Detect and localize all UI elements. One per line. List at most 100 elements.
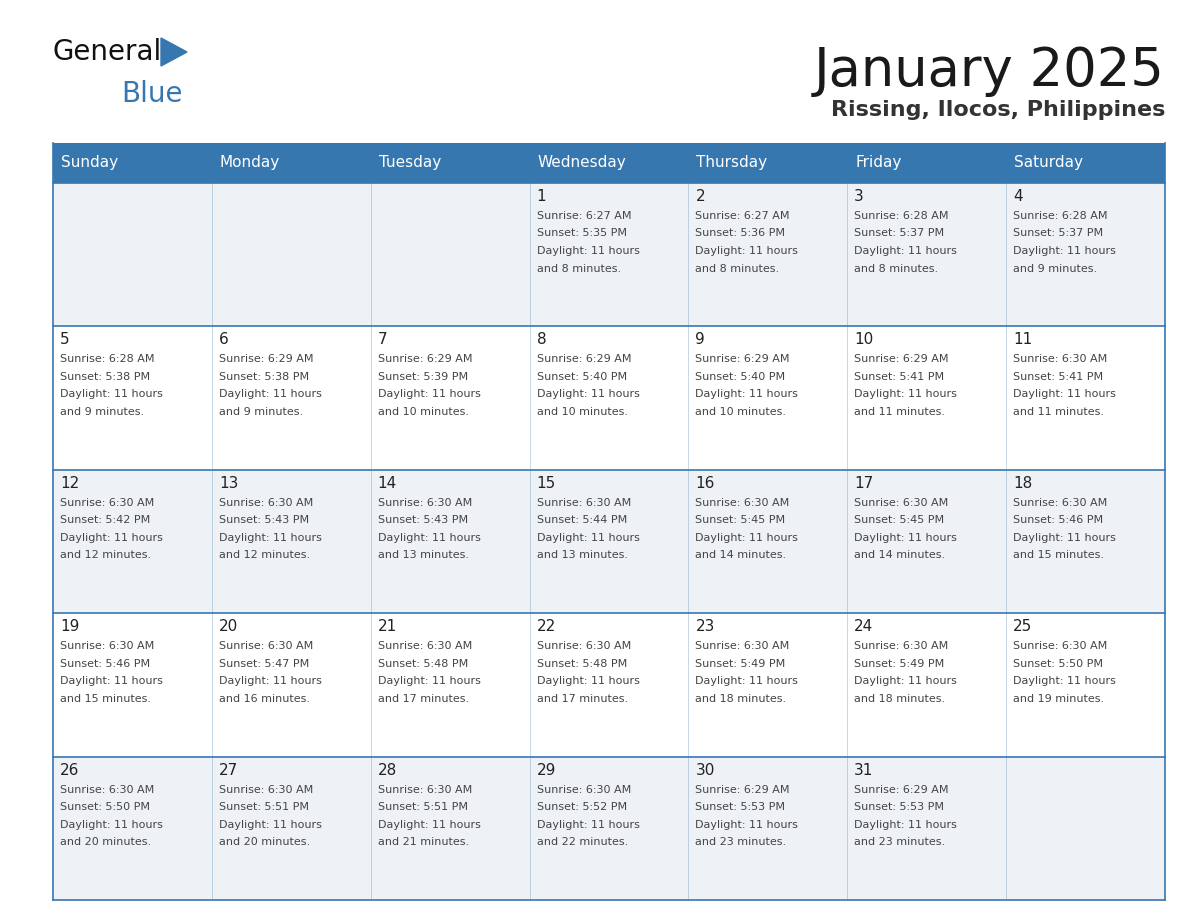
Text: Sunrise: 6:30 AM: Sunrise: 6:30 AM: [378, 785, 472, 795]
Text: Sunrise: 6:30 AM: Sunrise: 6:30 AM: [378, 498, 472, 508]
Text: 30: 30: [695, 763, 715, 778]
Text: Daylight: 11 hours: Daylight: 11 hours: [854, 820, 958, 830]
Text: Sunset: 5:40 PM: Sunset: 5:40 PM: [537, 372, 627, 382]
Text: and 9 minutes.: and 9 minutes.: [1013, 263, 1098, 274]
Text: and 11 minutes.: and 11 minutes.: [854, 407, 946, 417]
Text: Tuesday: Tuesday: [379, 155, 441, 171]
Text: and 8 minutes.: and 8 minutes.: [695, 263, 779, 274]
Text: Sunset: 5:47 PM: Sunset: 5:47 PM: [219, 659, 309, 668]
Text: Sunrise: 6:29 AM: Sunrise: 6:29 AM: [219, 354, 314, 364]
Text: Daylight: 11 hours: Daylight: 11 hours: [61, 677, 163, 686]
Text: 18: 18: [1013, 476, 1032, 491]
Text: and 8 minutes.: and 8 minutes.: [854, 263, 939, 274]
Text: and 8 minutes.: and 8 minutes.: [537, 263, 620, 274]
Text: and 14 minutes.: and 14 minutes.: [854, 550, 946, 560]
Text: Saturday: Saturday: [1015, 155, 1083, 171]
Text: Thursday: Thursday: [696, 155, 767, 171]
Text: Daylight: 11 hours: Daylight: 11 hours: [1013, 677, 1116, 686]
Text: Sunrise: 6:30 AM: Sunrise: 6:30 AM: [219, 785, 314, 795]
Text: Daylight: 11 hours: Daylight: 11 hours: [537, 677, 639, 686]
Text: and 14 minutes.: and 14 minutes.: [695, 550, 786, 560]
Text: 15: 15: [537, 476, 556, 491]
Text: 3: 3: [854, 189, 864, 204]
Text: Sunrise: 6:30 AM: Sunrise: 6:30 AM: [1013, 498, 1107, 508]
Text: and 10 minutes.: and 10 minutes.: [378, 407, 469, 417]
Text: 16: 16: [695, 476, 715, 491]
Bar: [53, 183, 1165, 327]
Text: and 9 minutes.: and 9 minutes.: [219, 407, 303, 417]
Text: and 17 minutes.: and 17 minutes.: [537, 694, 627, 704]
Text: Sunset: 5:41 PM: Sunset: 5:41 PM: [854, 372, 944, 382]
Text: Sunset: 5:46 PM: Sunset: 5:46 PM: [61, 659, 150, 668]
Text: and 15 minutes.: and 15 minutes.: [61, 694, 151, 704]
Text: Daylight: 11 hours: Daylight: 11 hours: [695, 677, 798, 686]
Text: and 19 minutes.: and 19 minutes.: [1013, 694, 1105, 704]
Text: 1: 1: [537, 189, 546, 204]
Text: Sunset: 5:42 PM: Sunset: 5:42 PM: [61, 515, 150, 525]
Text: 7: 7: [378, 332, 387, 347]
Text: Daylight: 11 hours: Daylight: 11 hours: [695, 532, 798, 543]
Text: and 21 minutes.: and 21 minutes.: [378, 837, 469, 847]
Text: Sunset: 5:43 PM: Sunset: 5:43 PM: [378, 515, 468, 525]
Text: Sunrise: 6:30 AM: Sunrise: 6:30 AM: [219, 641, 314, 651]
Text: Sunrise: 6:30 AM: Sunrise: 6:30 AM: [537, 641, 631, 651]
Text: and 22 minutes.: and 22 minutes.: [537, 837, 627, 847]
Text: Sunset: 5:43 PM: Sunset: 5:43 PM: [219, 515, 309, 525]
Text: Daylight: 11 hours: Daylight: 11 hours: [537, 389, 639, 399]
Text: Sunrise: 6:30 AM: Sunrise: 6:30 AM: [1013, 641, 1107, 651]
Text: 27: 27: [219, 763, 238, 778]
Text: General: General: [53, 38, 163, 66]
Text: and 20 minutes.: and 20 minutes.: [61, 837, 151, 847]
Text: and 12 minutes.: and 12 minutes.: [61, 550, 151, 560]
Text: Sunset: 5:35 PM: Sunset: 5:35 PM: [537, 229, 626, 239]
Text: Friday: Friday: [855, 155, 902, 171]
Text: Sunset: 5:45 PM: Sunset: 5:45 PM: [695, 515, 785, 525]
Text: Sunset: 5:40 PM: Sunset: 5:40 PM: [695, 372, 785, 382]
Text: 8: 8: [537, 332, 546, 347]
Text: Daylight: 11 hours: Daylight: 11 hours: [854, 246, 958, 256]
Text: 31: 31: [854, 763, 873, 778]
Text: Daylight: 11 hours: Daylight: 11 hours: [854, 532, 958, 543]
Text: Sunset: 5:41 PM: Sunset: 5:41 PM: [1013, 372, 1104, 382]
Text: and 16 minutes.: and 16 minutes.: [219, 694, 310, 704]
Text: Sunset: 5:52 PM: Sunset: 5:52 PM: [537, 802, 627, 812]
Text: 4: 4: [1013, 189, 1023, 204]
Text: 21: 21: [378, 620, 397, 634]
Text: Daylight: 11 hours: Daylight: 11 hours: [695, 389, 798, 399]
Text: 6: 6: [219, 332, 228, 347]
Text: Daylight: 11 hours: Daylight: 11 hours: [61, 532, 163, 543]
Text: 14: 14: [378, 476, 397, 491]
Text: Daylight: 11 hours: Daylight: 11 hours: [219, 532, 322, 543]
Text: Sunset: 5:50 PM: Sunset: 5:50 PM: [61, 802, 150, 812]
Text: and 9 minutes.: and 9 minutes.: [61, 407, 144, 417]
Text: Sunset: 5:50 PM: Sunset: 5:50 PM: [1013, 659, 1104, 668]
Text: Sunrise: 6:29 AM: Sunrise: 6:29 AM: [854, 354, 949, 364]
Text: and 18 minutes.: and 18 minutes.: [854, 694, 946, 704]
Text: 17: 17: [854, 476, 873, 491]
Text: Sunset: 5:49 PM: Sunset: 5:49 PM: [854, 659, 944, 668]
Text: Sunset: 5:38 PM: Sunset: 5:38 PM: [61, 372, 150, 382]
Text: Sunrise: 6:28 AM: Sunrise: 6:28 AM: [1013, 211, 1107, 221]
Text: and 10 minutes.: and 10 minutes.: [537, 407, 627, 417]
Text: and 17 minutes.: and 17 minutes.: [378, 694, 469, 704]
Text: Sunrise: 6:29 AM: Sunrise: 6:29 AM: [537, 354, 631, 364]
Text: Daylight: 11 hours: Daylight: 11 hours: [695, 820, 798, 830]
Text: Sunset: 5:48 PM: Sunset: 5:48 PM: [537, 659, 627, 668]
Text: Sunrise: 6:29 AM: Sunrise: 6:29 AM: [695, 354, 790, 364]
Text: 10: 10: [854, 332, 873, 347]
Text: Blue: Blue: [121, 80, 183, 108]
Text: Sunset: 5:39 PM: Sunset: 5:39 PM: [378, 372, 468, 382]
Text: 29: 29: [537, 763, 556, 778]
Text: and 20 minutes.: and 20 minutes.: [219, 837, 310, 847]
Bar: [53, 327, 1165, 470]
Text: Sunset: 5:37 PM: Sunset: 5:37 PM: [854, 229, 944, 239]
Text: Sunrise: 6:30 AM: Sunrise: 6:30 AM: [537, 785, 631, 795]
Text: Sunrise: 6:28 AM: Sunrise: 6:28 AM: [61, 354, 154, 364]
Text: Sunrise: 6:30 AM: Sunrise: 6:30 AM: [537, 498, 631, 508]
Text: Sunrise: 6:28 AM: Sunrise: 6:28 AM: [854, 211, 949, 221]
Text: Sunset: 5:51 PM: Sunset: 5:51 PM: [219, 802, 309, 812]
Text: and 10 minutes.: and 10 minutes.: [695, 407, 786, 417]
Text: Rissing, Ilocos, Philippines: Rissing, Ilocos, Philippines: [830, 100, 1165, 120]
Text: Wednesday: Wednesday: [538, 155, 626, 171]
Text: Daylight: 11 hours: Daylight: 11 hours: [695, 246, 798, 256]
